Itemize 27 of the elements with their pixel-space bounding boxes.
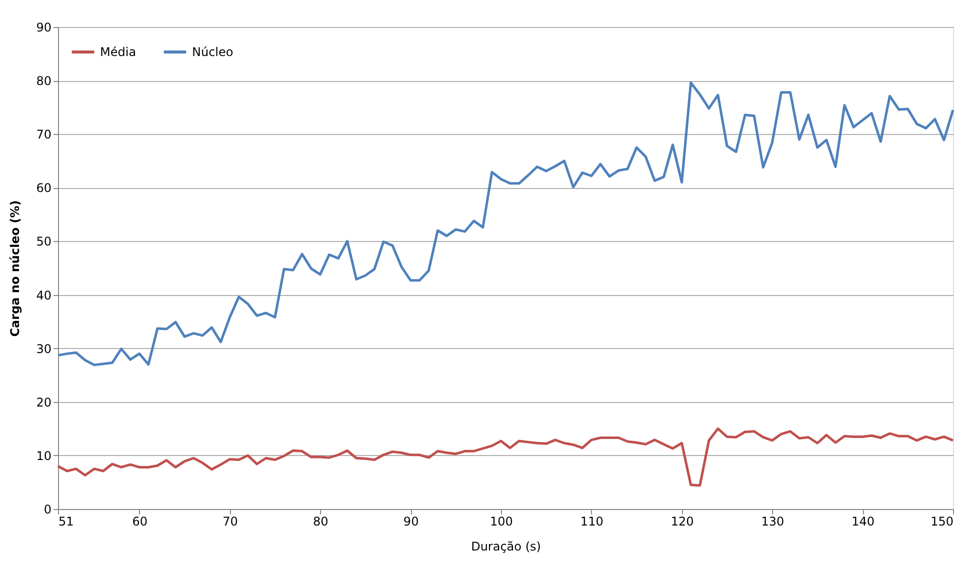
y-tick-label: 90 <box>36 20 52 34</box>
y-tick-label: 70 <box>36 128 52 142</box>
x-tick-label: 90 <box>403 514 419 528</box>
legend-label: Média <box>100 45 136 59</box>
y-tick-label: 30 <box>36 342 52 356</box>
x-axis-title: Duração (s) <box>471 540 541 554</box>
x-tick-label: 150 <box>930 514 954 528</box>
x-tick-label: 130 <box>761 514 784 528</box>
y-tick-label: 80 <box>36 74 52 88</box>
y-tick-label: 0 <box>44 502 52 516</box>
x-tick-label: 120 <box>670 514 694 528</box>
x-tick-label: 80 <box>313 514 328 528</box>
line-series <box>56 81 954 366</box>
y-tick-label: 20 <box>36 395 52 410</box>
x-tick-label: 51 <box>58 514 74 528</box>
x-tick-label: 140 <box>852 514 875 528</box>
y-tick-label: 10 <box>36 448 52 463</box>
y-axis-title: Carga no núcleo (%) <box>8 200 22 337</box>
legend-label: Núcleo <box>192 45 234 59</box>
x-tick-label: 110 <box>580 514 604 528</box>
line-series <box>56 427 954 487</box>
y-tick-label: 50 <box>36 234 52 249</box>
y-tick-label: 40 <box>36 288 52 302</box>
x-tick-label: 70 <box>222 514 238 528</box>
x-tick-label: 100 <box>490 514 513 528</box>
x-tick-label: 60 <box>132 514 148 528</box>
y-tick-label: 60 <box>36 181 52 196</box>
